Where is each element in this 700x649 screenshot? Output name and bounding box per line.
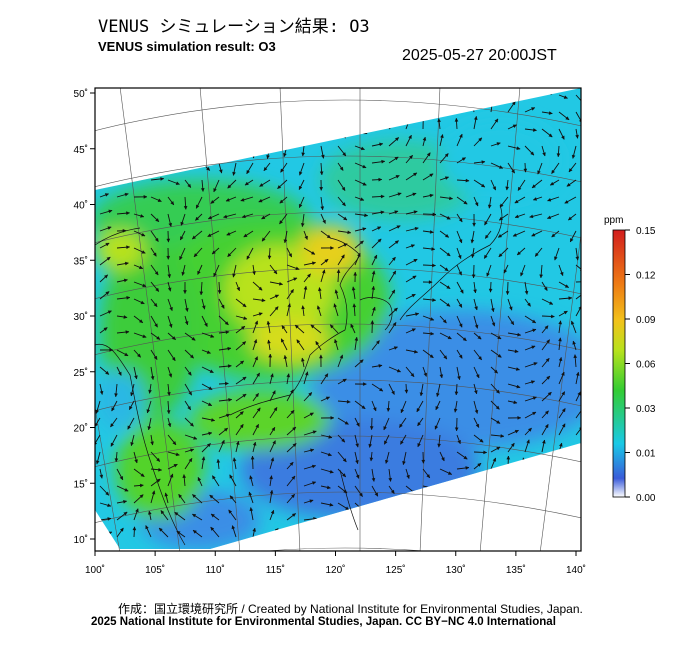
lon-tick-label: 125˚	[386, 564, 406, 576]
lon-tick-label: 115˚	[266, 564, 285, 576]
colorbar-tick-label: 0.00	[636, 493, 656, 504]
colorbar: ppm 0.15 0.12 0.09 0.06 0.03 0.01 0.00	[604, 215, 656, 504]
lat-tick-label: 20˚	[74, 423, 88, 435]
colorbar-tick-label: 0.09	[636, 315, 656, 326]
colorbar-unit: ppm	[604, 215, 623, 226]
forecast-timestamp: 2025-05-27 20:00JST	[402, 47, 557, 64]
latitude-axis: 50˚ 45˚ 40˚ 35˚ 30˚ 25˚ 20˚ 15˚ 10˚	[74, 88, 95, 546]
longitude-axis: 100˚ 105˚ 110˚ 115˚ 120˚ 125˚ 130˚ 135˚ 140˚	[85, 551, 586, 576]
lon-tick-label: 120˚	[325, 564, 345, 576]
lon-tick-label: 130˚	[446, 564, 466, 576]
lat-tick-label: 10˚	[74, 534, 88, 546]
title-english: VENUS simulation result: O3	[98, 39, 276, 54]
lon-tick-label: 135˚	[506, 564, 526, 576]
lat-tick-label: 30˚	[74, 311, 88, 323]
lat-tick-label: 15˚	[74, 478, 88, 490]
lon-tick-label: 140˚	[566, 564, 586, 576]
lon-tick-label: 105˚	[145, 564, 165, 576]
colorbar-tick-label: 0.01	[636, 449, 656, 460]
colorbar-tick-label: 0.03	[636, 404, 656, 415]
lon-tick-label: 100˚	[85, 564, 105, 576]
credit-line: 作成：国立環境研究所 / Created by National Institu…	[118, 602, 583, 616]
lat-tick-label: 45˚	[74, 144, 88, 156]
lat-tick-label: 25˚	[74, 367, 88, 379]
lon-tick-label: 110˚	[206, 564, 225, 576]
colorbar-tick-label: 0.15	[636, 226, 656, 237]
colorbar-gradient	[612, 229, 626, 498]
map-frame	[94, 87, 582, 552]
lat-tick-label: 40˚	[74, 200, 88, 212]
colorbar-tick-label: 0.06	[636, 360, 656, 371]
title-japanese: VENUS シミュレーション結果: O3	[98, 17, 370, 37]
lat-tick-label: 50˚	[74, 88, 88, 100]
lat-tick-label: 35˚	[74, 255, 88, 267]
copyright-line: 2025 National Institute for Environmenta…	[91, 616, 556, 628]
graticule-lines	[95, 88, 581, 551]
colorbar-tick-label: 0.12	[636, 271, 656, 282]
